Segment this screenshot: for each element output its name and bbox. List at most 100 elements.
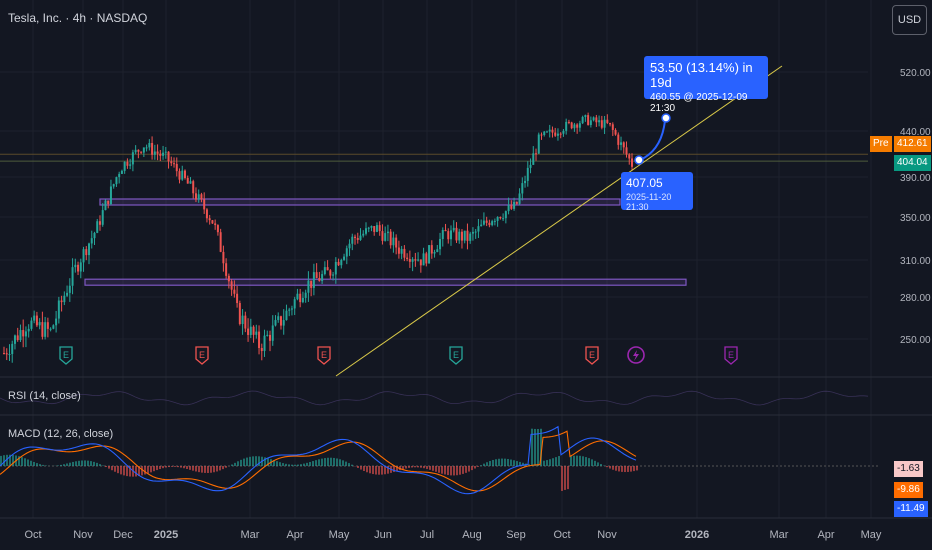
candle-body [598,120,601,123]
macd-histogram-bar [567,466,569,490]
candle-body [606,119,609,123]
candle-body [8,353,11,355]
candle-body [233,289,236,294]
candle-body [343,256,346,260]
rsi-label[interactable]: RSI (14, close) [8,390,81,402]
candle-body [153,151,156,155]
candle-body [507,205,510,212]
candle-body [384,233,387,241]
anchor-datetime: 2025-11-20 21:30 [626,192,672,212]
macd-signal-value: -9.86 [894,482,923,498]
macd-histogram-bar [462,466,464,474]
candle-body [200,194,203,200]
candle-body [115,177,118,185]
trendline[interactable] [335,65,783,377]
candle-body [134,149,137,153]
macd-histogram-bar [138,466,140,477]
macd-histogram-bar [18,456,20,466]
macd-histogram-bar [150,466,152,473]
macd-histogram-bar [531,428,533,466]
macd-histogram-bar [360,466,362,470]
time-tick-label: 2025 [154,529,178,541]
candle-body [455,227,458,241]
macd-histogram-bar [609,466,611,469]
support-zones[interactable] [0,153,868,286]
macd-histogram-bar [165,466,167,468]
candle-body [22,330,25,337]
candle-body [24,331,27,337]
macd-histogram-bar [291,464,293,466]
candle-body [543,131,546,136]
macd-histogram-bar [357,466,359,468]
macd-histogram-bar [429,466,431,470]
candle-body [622,142,625,148]
candle-body [482,220,485,225]
candle-body [537,134,540,154]
candle-body [142,147,145,153]
candle-body [611,124,614,130]
event-marker-earnings[interactable]: E [585,346,599,365]
candle-body [425,253,428,264]
rsi-line [0,390,869,406]
macd-histogram-bar [264,457,266,466]
macd-histogram-bar [210,466,212,473]
macd-label[interactable]: MACD (12, 26, close) [8,428,114,440]
candle-body [109,186,112,205]
macd-histogram-bar [480,465,482,466]
macd-histogram-bar [315,460,317,466]
event-marker-dividend-split[interactable] [627,346,645,364]
macd-histogram-bar [303,463,305,466]
candle-body [279,316,282,326]
support-zone [84,278,687,286]
anchor-callout[interactable]: 407.05 2025-11-20 21:30 [621,172,693,212]
macd-histogram-bar [129,466,131,477]
measure-callout[interactable]: 53.50 (13.14%) in 19d 460.55 @ 2025-12-0… [644,56,768,114]
candle-body [140,151,143,153]
candle-body [444,230,447,232]
candle-body [570,122,573,129]
candle-body [159,153,162,156]
event-marker-earnings[interactable]: E [195,346,209,365]
symbol-title[interactable]: Tesla, Inc. · 4h · NASDAQ [8,11,148,25]
candle-body [356,238,359,240]
macd-histogram-bar [27,459,29,466]
macd-histogram-bar [135,466,137,477]
candle-body [334,261,337,275]
axes: 520.00 440.00 390.00 350.00 310.00 280.00 250.… [0,68,932,541]
macd-histogram-bar [384,466,386,475]
candle-body [13,335,16,344]
candle-body [71,267,74,286]
candle-body [548,129,551,132]
macd-histogram-bar [564,466,566,490]
macd-histogram-bar [168,466,170,468]
time-tick-label: Nov [597,529,617,541]
macd-histogram-bar [414,466,416,468]
candle-body [52,325,55,329]
candle-body [439,238,442,250]
macd-histogram-bar [582,456,584,466]
macd-histogram-bar [393,466,395,473]
candle-body [540,134,543,136]
candle-body [183,170,186,178]
macd-histogram-bar [441,466,443,474]
macd-histogram-bar [504,458,506,466]
currency-button[interactable]: USD [892,5,927,35]
candle-body [603,119,606,128]
event-marker-earnings[interactable]: E [59,346,73,365]
event-marker-earnings-upcoming[interactable]: E [724,346,738,365]
macd-histogram-bar [120,466,122,475]
macd-histogram-bar [72,461,74,466]
candle-body [186,177,189,184]
earnings-badge-letter: E [453,350,459,360]
event-marker-earnings[interactable]: E [449,346,463,365]
macd-histogram-bar [351,464,353,466]
macd-histogram-bar [618,466,620,472]
candle-body [129,164,132,166]
candle-body [137,149,140,152]
event-marker-earnings[interactable]: E [317,346,331,365]
candle-body [194,193,197,200]
macd-histogram-bar [552,458,554,466]
